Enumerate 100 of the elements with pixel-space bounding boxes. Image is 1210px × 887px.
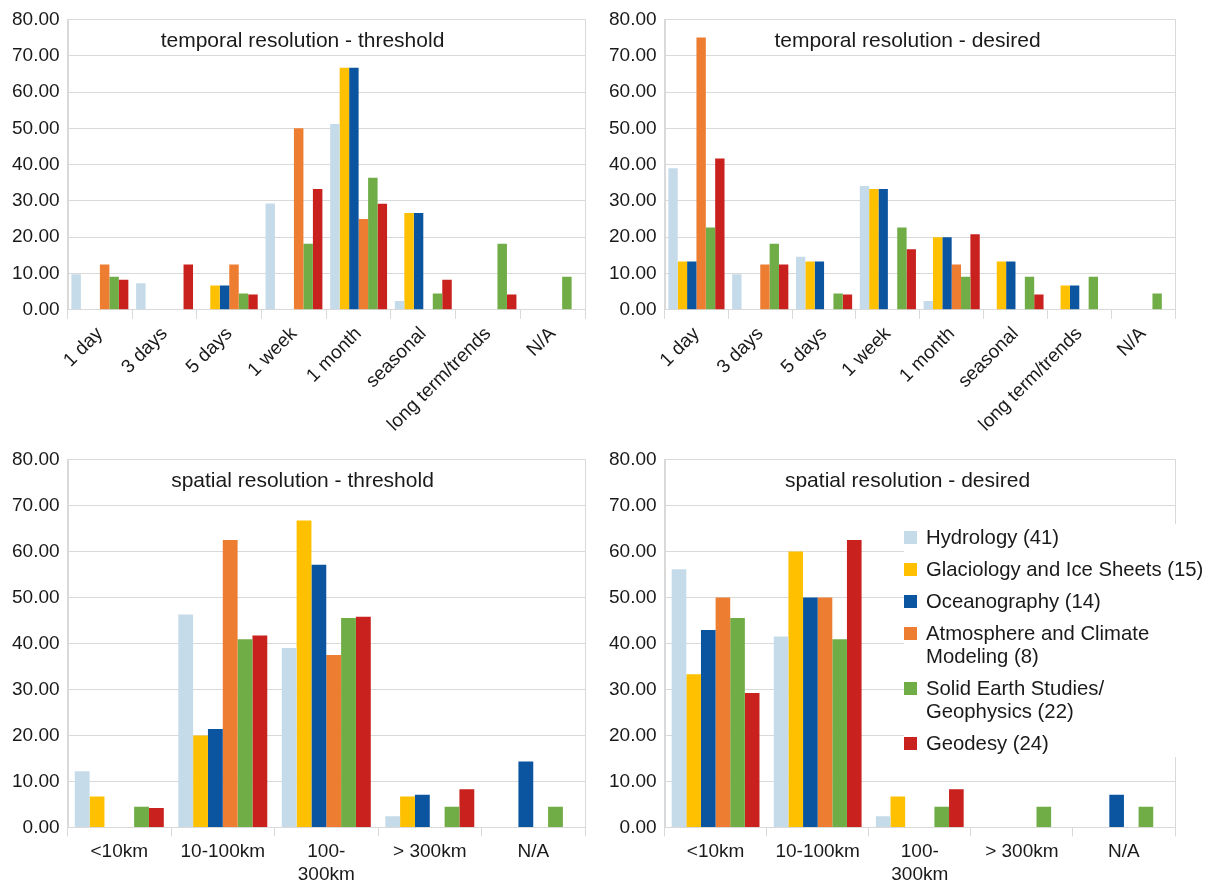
bar bbox=[1138, 806, 1154, 827]
chart-title: temporal resolution - threshold bbox=[160, 28, 445, 52]
legend-label: Oceanography (14) bbox=[926, 590, 1102, 613]
bar bbox=[732, 274, 742, 310]
y-tick-label: 20.00 bbox=[12, 723, 60, 745]
bar bbox=[444, 806, 460, 827]
y-tick-label: 60.00 bbox=[12, 539, 60, 561]
legend-label: Hydrology (41) bbox=[926, 526, 1060, 549]
bar bbox=[148, 808, 164, 827]
bar bbox=[961, 276, 971, 310]
x-tick-label: N/A bbox=[521, 322, 560, 360]
bar bbox=[778, 264, 789, 310]
bar bbox=[341, 618, 356, 827]
y-tick-label: 80.00 bbox=[12, 447, 60, 469]
bar bbox=[219, 285, 230, 310]
y-tick-label: 70.00 bbox=[609, 43, 657, 65]
x-tick-label: N/A bbox=[1112, 322, 1150, 360]
y-tick-label: 50.00 bbox=[12, 116, 60, 138]
bar bbox=[686, 674, 701, 827]
bar bbox=[932, 237, 943, 310]
y-tick-label: 80.00 bbox=[609, 7, 657, 29]
bar bbox=[949, 789, 964, 827]
y-tick-label: 0.00 bbox=[619, 815, 657, 837]
x-tick-label: 10-100km bbox=[775, 840, 860, 862]
bar bbox=[923, 301, 933, 310]
x-tick-label: 3 days bbox=[116, 322, 172, 377]
bar bbox=[248, 294, 258, 310]
bar bbox=[252, 635, 268, 827]
bar bbox=[71, 274, 81, 310]
bar bbox=[773, 636, 789, 827]
bar bbox=[1069, 285, 1080, 310]
y-tick-label: 10.00 bbox=[609, 261, 657, 283]
bar bbox=[385, 816, 401, 827]
x-tick-label: 100-300km bbox=[891, 840, 949, 884]
bar bbox=[760, 264, 770, 310]
bar bbox=[1036, 806, 1052, 827]
bar bbox=[730, 618, 745, 827]
bar bbox=[715, 158, 725, 310]
x-tick-label: 100-300km bbox=[297, 840, 355, 884]
bar bbox=[237, 639, 253, 827]
x-tick-label: > 300km bbox=[985, 840, 1059, 862]
y-tick-label: 40.00 bbox=[609, 631, 657, 653]
x-tick-label: <10km bbox=[686, 840, 745, 862]
legend-label: Geodesy (24) bbox=[926, 732, 1050, 755]
y-tick-label: 70.00 bbox=[12, 43, 60, 65]
bar bbox=[696, 37, 706, 310]
bar bbox=[833, 293, 843, 310]
chart-title: spatial resolution - threshold bbox=[171, 468, 434, 492]
bar bbox=[715, 597, 731, 827]
bar bbox=[497, 243, 507, 310]
bar bbox=[377, 203, 388, 310]
bar bbox=[89, 796, 105, 827]
bar bbox=[805, 261, 815, 310]
bar bbox=[303, 243, 313, 310]
bar bbox=[1060, 285, 1070, 310]
y-tick-label: 0.00 bbox=[22, 815, 60, 837]
y-tick-label: 0.00 bbox=[22, 298, 60, 320]
bar bbox=[548, 806, 563, 827]
y-tick-label: 50.00 bbox=[609, 585, 657, 607]
bar bbox=[1034, 294, 1044, 310]
bar bbox=[74, 771, 90, 827]
bar bbox=[668, 168, 678, 310]
legend-label: Atmosphere and Climate Modeling (8) bbox=[926, 622, 1151, 668]
bar bbox=[210, 285, 220, 310]
bar bbox=[795, 256, 806, 310]
y-tick-label: 40.00 bbox=[12, 631, 60, 653]
bar bbox=[238, 293, 249, 310]
bar bbox=[803, 597, 818, 827]
bar bbox=[178, 614, 194, 827]
x-tick-label: 5 days bbox=[776, 322, 831, 377]
bar bbox=[136, 283, 146, 310]
bar bbox=[404, 212, 414, 310]
bar bbox=[506, 294, 517, 310]
bar bbox=[846, 539, 862, 827]
bar bbox=[183, 264, 194, 310]
bar bbox=[890, 796, 906, 827]
y-tick-label: 0.00 bbox=[619, 298, 657, 320]
y-tick-label: 80.00 bbox=[609, 447, 657, 469]
bar bbox=[875, 816, 891, 827]
bar bbox=[413, 212, 424, 310]
bar bbox=[518, 761, 534, 827]
bar bbox=[358, 219, 369, 310]
bar bbox=[293, 128, 304, 310]
y-tick-label: 60.00 bbox=[609, 539, 657, 561]
bar bbox=[842, 294, 853, 310]
y-tick-label: 60.00 bbox=[609, 80, 657, 102]
bar bbox=[311, 564, 327, 827]
legend-label: Solid Earth Studies/ Geophysics (22) bbox=[926, 677, 1106, 723]
bar bbox=[817, 597, 833, 827]
bar bbox=[326, 654, 342, 827]
bar bbox=[700, 630, 716, 827]
bar bbox=[970, 234, 980, 310]
bar bbox=[951, 264, 962, 310]
y-tick-label: 70.00 bbox=[609, 493, 657, 515]
bar bbox=[671, 569, 687, 827]
bar bbox=[1088, 276, 1099, 310]
bar bbox=[265, 203, 275, 310]
bar bbox=[355, 616, 371, 827]
bar bbox=[207, 728, 223, 827]
bar bbox=[1006, 261, 1016, 310]
